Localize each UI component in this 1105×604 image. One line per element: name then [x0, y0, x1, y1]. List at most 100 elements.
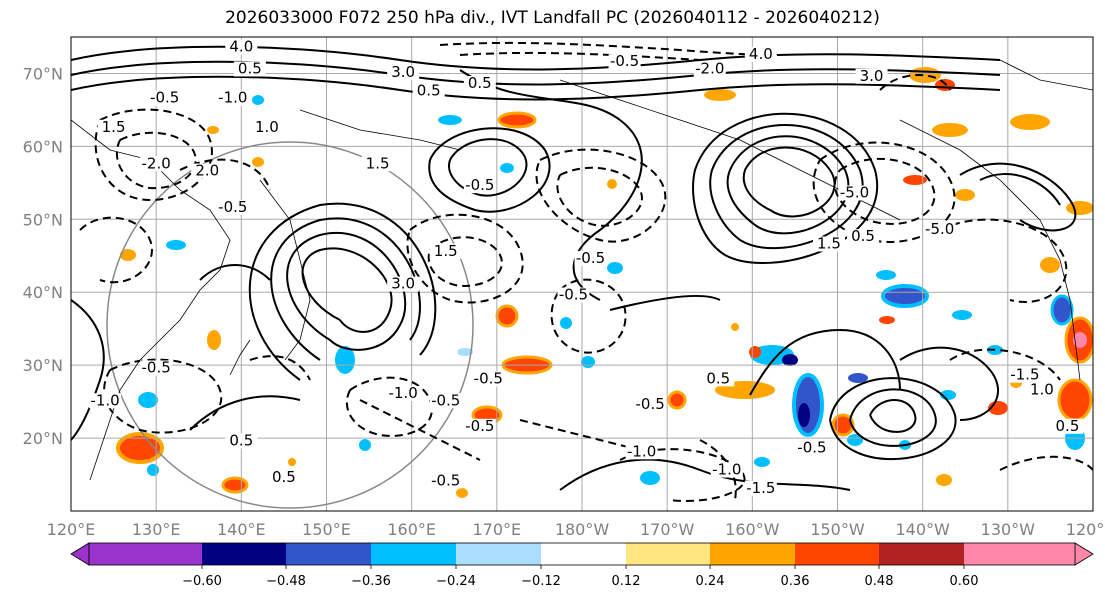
lon-label: 140°W [895, 520, 950, 539]
contour-label-bg [387, 65, 420, 81]
contour-label: 0.5 [468, 74, 492, 92]
shade-patch [848, 373, 868, 383]
shade-patch [936, 474, 952, 486]
shade-patch [1066, 201, 1093, 215]
contour-label: 0.5 [229, 431, 253, 449]
contour-label-bg [1008, 367, 1041, 383]
contour-label: -1.5 [1010, 366, 1039, 384]
shade-patch [116, 432, 164, 464]
contour-label: -0.5 [431, 471, 460, 489]
contour-label-bg [140, 156, 173, 172]
lat-label: 50°N [23, 210, 63, 229]
shade-patch [500, 163, 514, 173]
shade-patch [207, 126, 219, 134]
contour-label: 1.0 [1030, 380, 1054, 398]
contour-label: -1.0 [389, 384, 418, 402]
colorbar-tick-label: 0.48 [865, 574, 894, 589]
contour-label-bg [429, 243, 462, 259]
contour-label: -2.0 [142, 154, 171, 172]
contour-label-bg [608, 54, 641, 70]
contour-label: -1.5 [746, 479, 775, 497]
lon-label: 140°E [217, 520, 266, 539]
shade-patch [640, 471, 660, 485]
contour-label-bg [233, 61, 266, 77]
contour-label: -0.5 [474, 369, 503, 387]
colorbar-bin [371, 543, 456, 565]
lon-label: 160°W [725, 520, 780, 539]
contour-label-bg [191, 163, 224, 179]
contour-label: 4.0 [749, 45, 773, 63]
contour-label: 1.5 [366, 154, 390, 172]
contour-label-bg [225, 39, 258, 55]
contour-label-bg [267, 469, 300, 485]
map-frame [70, 36, 1094, 512]
contour-label-bg [387, 276, 420, 292]
contour-label: 0.5 [238, 59, 262, 77]
shade-patch [792, 373, 824, 437]
shade-patch [207, 330, 221, 350]
shade-patch [754, 457, 770, 467]
shade-patch [252, 95, 264, 105]
shade-patch [798, 403, 810, 427]
contour-label: 3.0 [860, 67, 884, 85]
shade-patch [1050, 294, 1074, 326]
shade-patch [457, 348, 473, 356]
shade-patch [935, 79, 955, 91]
colorbar-extend-high [1074, 542, 1094, 566]
shade-patch [438, 115, 462, 125]
contour-label: -1.0 [712, 461, 741, 479]
colorbar-tick-label: 0.24 [696, 574, 725, 589]
contour-label: -0.5 [559, 286, 588, 304]
contour-label: -0.5 [610, 52, 639, 70]
contour-label: 1.5 [434, 242, 458, 260]
contour-label: -5.0 [840, 183, 869, 201]
lat-label: 40°N [23, 283, 63, 302]
lat-label: 30°N [23, 356, 63, 375]
contour-label-bg [838, 185, 871, 201]
shade-patch [1057, 378, 1093, 422]
contours-dashed [79, 41, 1093, 502]
contour-label-bg [412, 83, 445, 99]
shade-patch [932, 123, 968, 137]
colorbar: −0.60 −0.48 −0.36 −0.24 −0.12 0.12 0.24 0.36 0.4… [70, 542, 1094, 589]
shade-patch [497, 111, 537, 129]
colorbar-bin [626, 543, 710, 565]
shade-patch [1040, 257, 1060, 273]
shade-patch [1073, 332, 1087, 348]
shade-patch [1010, 114, 1050, 130]
contour-label-bg [702, 371, 735, 387]
shade-patch [252, 157, 264, 167]
colorbar-bin [89, 543, 202, 565]
contour-label: 1.5 [102, 118, 126, 136]
lat-label: 20°N [23, 429, 63, 448]
contour-label: -0.5 [150, 89, 179, 107]
contour-label-bg [812, 236, 845, 252]
contour-label: -0.5 [431, 391, 460, 409]
contour-label: 1.5 [817, 234, 841, 252]
lon-label: 120°W [1066, 520, 1105, 539]
shade-patch [955, 189, 975, 201]
shade-patch [847, 434, 863, 446]
contour-label: -1.0 [627, 442, 656, 460]
colorbar-bin [879, 543, 964, 565]
contour-label-bg [148, 90, 181, 106]
contour-label-bg [140, 360, 173, 376]
contour-label: 0.5 [417, 81, 441, 99]
contour-label-bg [710, 462, 743, 478]
shade-patch [147, 464, 159, 476]
shade-patch [335, 346, 355, 374]
contour-label: -5.0 [925, 220, 954, 238]
contour-label-bg [1051, 418, 1084, 434]
lon-label: 180°W [555, 520, 610, 539]
contour-label-bg [463, 76, 496, 92]
shade-patch [952, 310, 972, 320]
lon-label: 130°W [981, 520, 1036, 539]
shade-patch [288, 458, 296, 466]
contour-label-bg [693, 61, 726, 77]
colorbar-tick-label: −0.12 [521, 574, 561, 589]
contour-label-bg [625, 444, 658, 460]
contour-label: 0.5 [1056, 417, 1080, 435]
shade-patch [881, 284, 929, 308]
lat-label: 60°N [23, 137, 63, 156]
lon-label: 160°E [387, 520, 436, 539]
